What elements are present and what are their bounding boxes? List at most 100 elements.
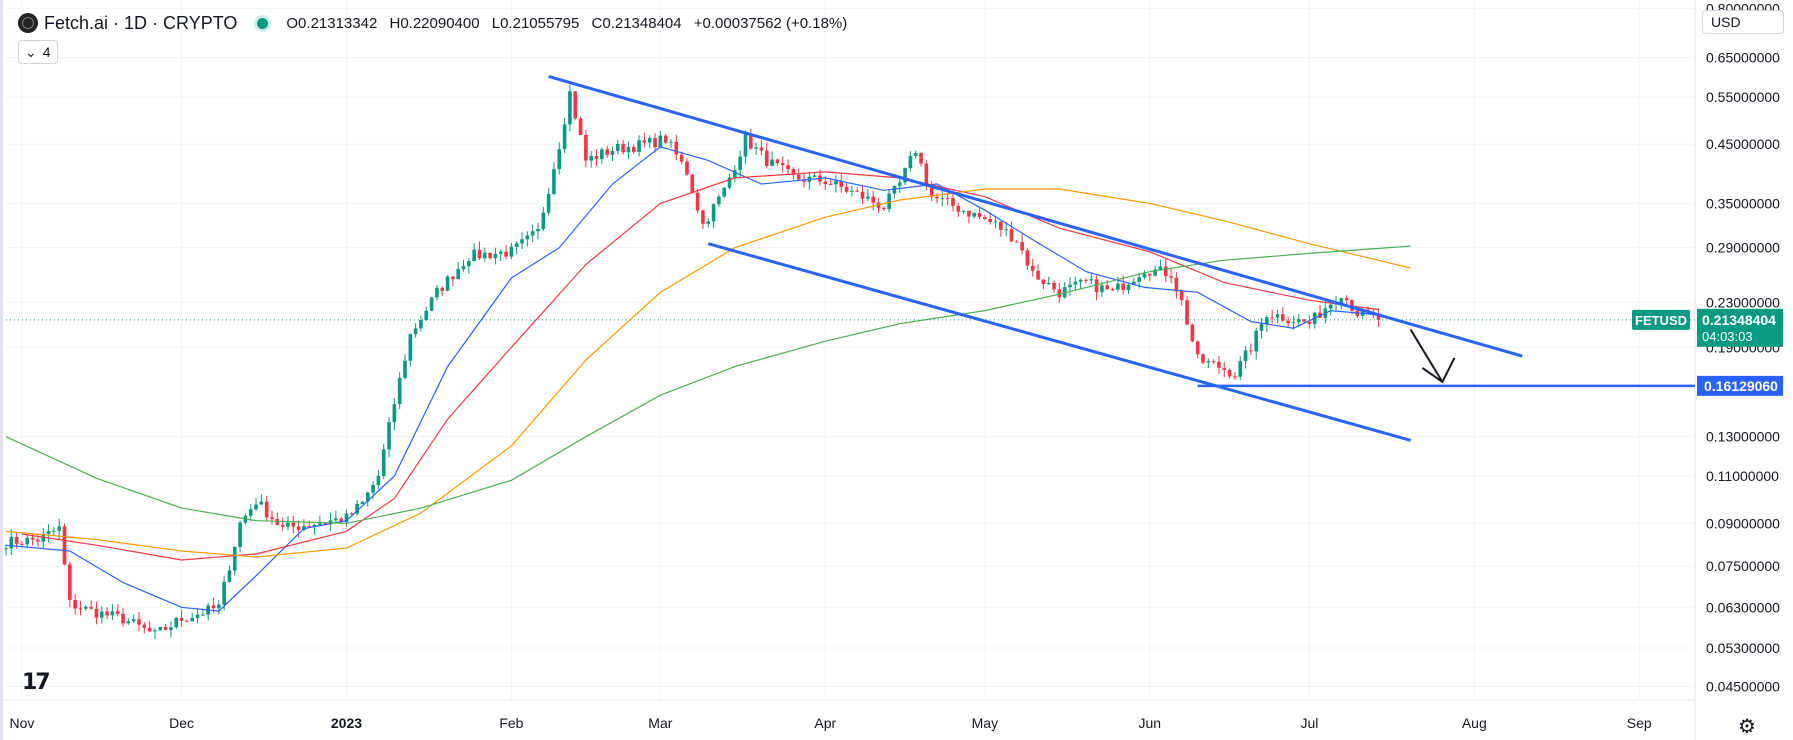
candle-body	[1296, 319, 1301, 323]
gear-icon[interactable]: ⚙	[1738, 716, 1756, 738]
candle-body	[733, 170, 737, 178]
candle-body	[988, 219, 992, 223]
candle-body	[217, 604, 221, 609]
candle-body	[855, 190, 859, 192]
candle-body	[1227, 369, 1232, 377]
currency-select[interactable]: USD	[1702, 10, 1784, 34]
candle-body	[185, 620, 189, 622]
candle-body	[706, 221, 711, 224]
candle-body	[972, 213, 977, 217]
candle-body	[1036, 270, 1040, 280]
moving-average-line-1	[5, 146, 1379, 612]
candle-body	[956, 205, 961, 212]
candle-body	[796, 174, 801, 180]
candle-body	[924, 163, 929, 186]
candle-body	[1132, 281, 1136, 285]
candle-body	[445, 276, 450, 291]
candle-body	[568, 91, 572, 125]
candle-body	[232, 546, 237, 571]
candle-body	[1046, 282, 1051, 285]
channel-lower-trendline	[707, 242, 1411, 442]
candle-body	[621, 144, 625, 153]
candle-body	[1206, 361, 1211, 363]
market-status-icon	[257, 17, 269, 29]
candle-body	[1169, 276, 1173, 278]
candle-body	[126, 621, 131, 624]
candle-body	[1281, 314, 1285, 321]
candle-body	[9, 536, 14, 549]
candles	[4, 84, 1381, 640]
candle-body	[1105, 285, 1110, 290]
y-tick-label: 0.09000000	[1706, 515, 1780, 531]
candle-body	[1265, 317, 1269, 325]
candle-body	[344, 513, 349, 523]
candle-body	[73, 599, 77, 609]
candle-body	[89, 606, 93, 609]
y-tick-label: 0.13000000	[1706, 429, 1780, 445]
candle-body	[977, 213, 982, 218]
candle-body	[264, 501, 269, 518]
candle-body	[435, 287, 439, 298]
candle-body	[142, 624, 147, 628]
candle-body	[62, 526, 67, 565]
symbol-title[interactable]: Fetch.ai · 1D · CRYPTO	[44, 12, 238, 33]
candle-body	[413, 328, 418, 335]
moving-average-line-2	[21, 171, 1379, 561]
candle-body	[850, 190, 854, 192]
candle-body	[1179, 291, 1184, 301]
indicators-toggle-button[interactable]: ⌄ 4	[18, 40, 58, 64]
candle-body	[296, 526, 301, 530]
candle-body	[323, 523, 327, 525]
gridlines	[6, 0, 1695, 700]
candle-body	[1015, 241, 1019, 243]
candle-body	[589, 156, 593, 161]
candle-body	[1126, 284, 1131, 290]
x-tick-label: Apr	[814, 715, 836, 731]
candle-body	[1270, 317, 1274, 319]
x-tick-label: May	[972, 715, 998, 731]
candle-body	[30, 537, 35, 540]
down-arrow-head	[1421, 357, 1456, 384]
candle-body	[1110, 289, 1115, 291]
candle-body	[520, 239, 524, 244]
candle-body	[259, 501, 264, 505]
candle-body	[429, 297, 434, 311]
candle-body	[1073, 281, 1078, 285]
candle-body	[897, 182, 902, 186]
candle-body	[169, 627, 173, 631]
candle-body	[759, 147, 764, 151]
candle-body	[860, 191, 865, 199]
candle-body	[1344, 298, 1349, 301]
candle-body	[802, 179, 806, 182]
candle-body	[940, 198, 945, 200]
candle-body	[780, 163, 785, 166]
candle-body	[514, 243, 519, 247]
candle-body	[844, 187, 849, 192]
low-value: L0.21055795	[491, 14, 580, 32]
candle-body	[594, 156, 599, 160]
currency-value: USD	[1711, 14, 1741, 30]
x-tick-label: Mar	[648, 715, 672, 731]
y-tick-label: 0.07500000	[1706, 558, 1780, 574]
candle-body	[578, 118, 583, 136]
candle-body	[483, 252, 487, 259]
candle-body	[786, 165, 790, 170]
candle-body	[179, 618, 184, 621]
candle-body	[749, 134, 753, 149]
candle-body	[711, 204, 716, 222]
candle-body	[908, 156, 913, 169]
candle-body	[1286, 320, 1290, 324]
countdown-timer: 04:03:03	[1702, 329, 1753, 344]
candle-body	[110, 611, 115, 616]
coin-logo-icon	[18, 13, 38, 33]
candle-body	[461, 266, 466, 270]
last-price-value: 0.21348404	[1702, 312, 1776, 328]
candle-body	[4, 548, 8, 550]
x-tick-label: Feb	[499, 715, 523, 731]
candle-body	[573, 91, 578, 119]
last-price-badge	[1697, 308, 1783, 347]
candle-body	[1185, 300, 1189, 325]
tradingview-logo[interactable]: 17	[22, 670, 51, 695]
